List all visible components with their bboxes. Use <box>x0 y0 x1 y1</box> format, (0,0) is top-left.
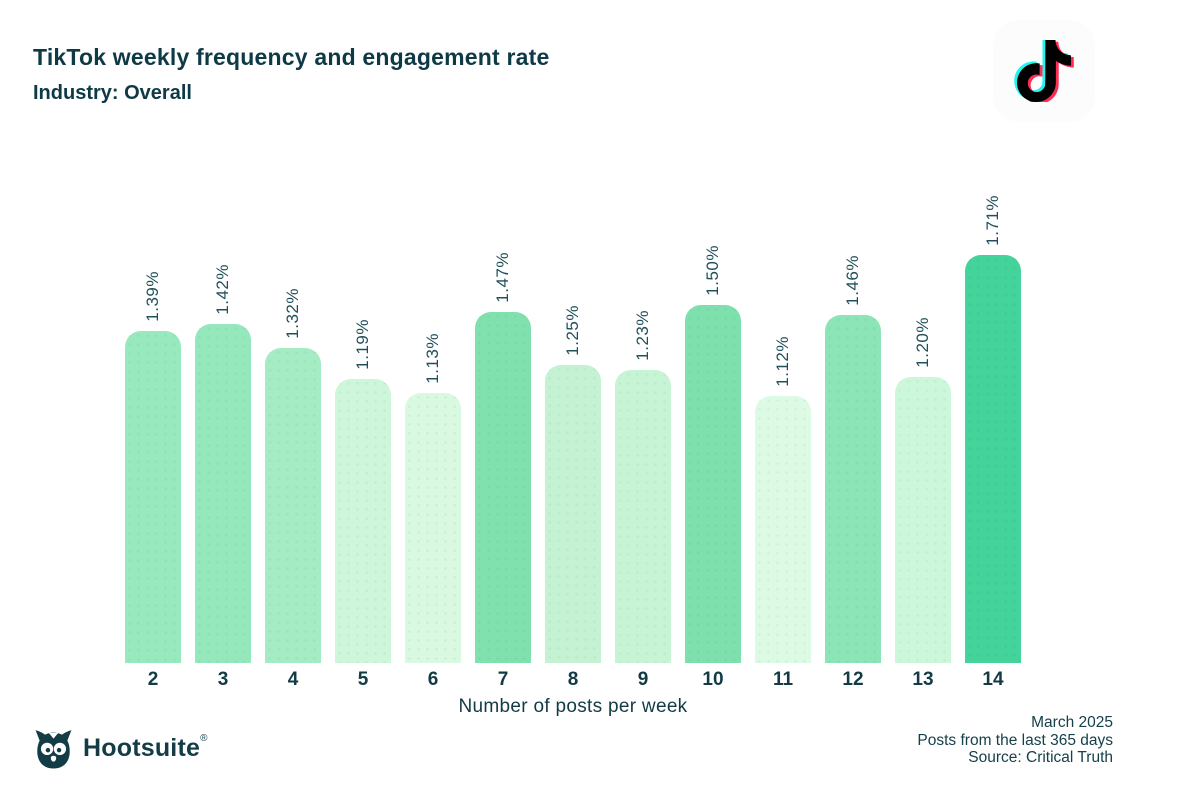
bar-column: 1.46% 12 <box>825 188 881 697</box>
hootsuite-logo: Hootsuite® <box>33 726 207 770</box>
bar-column: 1.39% 2 <box>125 188 181 697</box>
bar-value-label: 1.20% <box>913 317 932 368</box>
registered-mark: ® <box>200 733 208 745</box>
bar-value-label: 1.32% <box>283 288 302 339</box>
bar <box>755 396 811 663</box>
x-tick-label: 14 <box>982 669 1004 690</box>
bar-value-label: 1.23% <box>633 310 652 361</box>
bar-column: 1.50% 10 <box>685 188 741 697</box>
x-tick-label: 12 <box>842 669 864 690</box>
bar <box>335 379 391 663</box>
bar-column: 1.25% 8 <box>545 188 601 697</box>
bar-value-label: 1.13% <box>423 333 442 384</box>
x-tick-label: 13 <box>912 669 934 690</box>
header: TikTok weekly frequency and engagement r… <box>33 44 549 105</box>
bar-value-label: 1.47% <box>493 252 512 303</box>
bar <box>685 305 741 663</box>
bar-column: 1.23% 9 <box>615 188 671 697</box>
bar <box>265 348 321 663</box>
owl-icon <box>35 730 72 769</box>
tiktok-logo <box>993 20 1095 122</box>
bar <box>965 255 1021 663</box>
page-title: TikTok weekly frequency and engagement r… <box>33 44 550 70</box>
bar-column: 1.47% 7 <box>475 188 531 697</box>
x-tick-label: 2 <box>147 669 159 690</box>
x-tick-label: 5 <box>357 669 369 690</box>
bar-value-label: 1.50% <box>703 245 722 296</box>
bar <box>125 331 181 663</box>
x-tick-label: 11 <box>772 669 794 690</box>
x-tick-label: 7 <box>497 669 509 690</box>
bar-value-label: 1.19% <box>353 319 372 370</box>
bar <box>195 324 251 663</box>
bar-chart: 1.39% 2 1.42% 3 1.32% 4 1.19% 5 1.13% 6 1.47% 7 1.25… <box>125 188 1021 697</box>
bar-column: 1.42% 3 <box>195 188 251 697</box>
x-tick-label: 10 <box>702 669 724 690</box>
bar-value-label: 1.46% <box>843 255 862 306</box>
bar-value-label: 1.71% <box>983 195 1002 246</box>
bar-column: 1.19% 5 <box>335 188 391 697</box>
bar-value-label: 1.42% <box>213 264 232 315</box>
bar-column: 1.12% 11 <box>755 188 811 697</box>
bar-column: 1.20% 13 <box>895 188 951 697</box>
x-tick-label: 6 <box>427 669 439 690</box>
x-tick-label: 3 <box>217 669 229 690</box>
bar <box>405 393 461 663</box>
bar <box>615 370 671 663</box>
bar-column: 1.32% 4 <box>265 188 321 697</box>
brand-name: Hootsuite <box>83 733 201 762</box>
page-subtitle: Industry: Overall <box>33 82 192 104</box>
bar-value-label: 1.25% <box>563 305 582 356</box>
note-source: Source: Critical Truth <box>968 749 1113 766</box>
bar <box>825 315 881 663</box>
source-notes: March 2025 Posts from the last 365 days … <box>917 714 1113 767</box>
bar-value-label: 1.12% <box>773 336 792 387</box>
x-axis-title: Number of posts per week <box>458 696 688 717</box>
brand-wordmark: Hootsuite® <box>83 733 208 763</box>
bar <box>475 312 531 663</box>
bar-column: 1.71% 14 <box>965 188 1021 697</box>
bar <box>545 365 601 663</box>
bar-column: 1.13% 6 <box>405 188 461 697</box>
x-tick-label: 4 <box>287 669 299 690</box>
tiktok-icon <box>1014 40 1074 102</box>
bar-value-label: 1.39% <box>143 271 162 322</box>
x-tick-label: 9 <box>637 669 649 690</box>
note-range: Posts from the last 365 days <box>917 731 1113 749</box>
bar <box>895 377 951 663</box>
x-tick-label: 8 <box>567 669 579 690</box>
note-date: March 2025 <box>1031 714 1113 731</box>
